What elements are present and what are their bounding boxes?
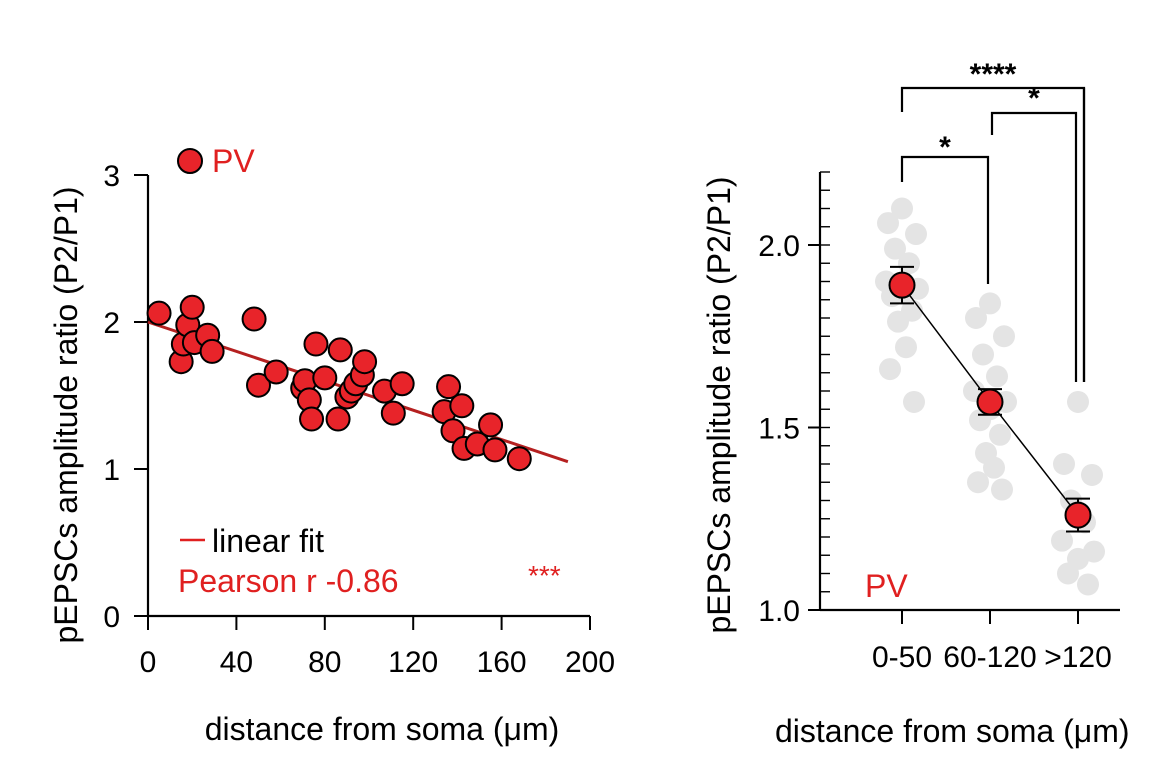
individual-point — [965, 307, 987, 329]
scatter-point — [312, 365, 338, 391]
individual-point — [884, 237, 906, 260]
individual-point — [895, 336, 917, 359]
significance-label: **** — [970, 58, 1017, 91]
summary-y-tick-label: 1.5 — [758, 413, 800, 446]
scatter-x-tick-label: 160 — [477, 646, 527, 679]
scatter-point — [246, 372, 271, 398]
significance-label: * — [939, 131, 951, 164]
summary-y-tick-label: 1.0 — [758, 595, 800, 628]
scatter-point — [146, 300, 172, 326]
scatter-point — [380, 400, 406, 426]
mean-marker — [976, 388, 1004, 416]
individual-point — [1081, 463, 1103, 486]
individual-point — [891, 197, 913, 220]
summary-axes: 1.0 1.5 2.0 0-50 60-120 >120 — [758, 171, 1120, 674]
significance-brackets: ****** — [900, 58, 1086, 382]
mean-marker — [1064, 501, 1092, 529]
individual-point — [993, 325, 1015, 348]
individual-point — [972, 343, 994, 366]
scatter-point — [325, 406, 351, 432]
pearson-label: Pearson r -0.86 — [178, 563, 399, 599]
scatter-point — [179, 294, 205, 320]
significance-bracket — [990, 111, 1078, 382]
scatter-point — [241, 306, 267, 332]
summary-panel-label: PV — [865, 568, 908, 604]
scatter-point — [263, 359, 289, 385]
scatter-panel: 0 1 2 3 0 40 80 120 160 200 PV linear fit Pearson… — [48, 143, 615, 747]
mean-marker — [888, 271, 916, 299]
individual-point — [1057, 562, 1079, 585]
individual-point — [879, 358, 901, 381]
legend-fit-label: linear fit — [212, 523, 324, 559]
summary-x-tick-label: 0-50 — [872, 641, 932, 674]
summary-y-tick-label: 2.0 — [758, 230, 800, 263]
scatter-y-tick-label: 3 — [103, 160, 120, 193]
scatter-point — [303, 331, 329, 357]
scatter-x-axis-title: distance from soma (μm) — [205, 711, 560, 747]
individual-point — [1053, 453, 1075, 475]
individual-point — [903, 390, 925, 413]
scatter-x-tick-label: 80 — [308, 646, 341, 679]
individual-point — [983, 456, 1005, 479]
summary-x-tick-label: 60-120 — [943, 641, 1036, 674]
mean-markers — [888, 265, 1092, 533]
summary-x-axis-title: distance from soma (μm) — [775, 713, 1130, 749]
legend-marker-label: PV — [212, 143, 255, 179]
summary-y-axis-title: pEPSCs amplitude ratio (P2/P1) — [701, 176, 737, 633]
legend-marker-icon — [177, 148, 203, 174]
scatter-y-axis-title: pEPSCs amplitude ratio (P2/P1) — [48, 186, 84, 643]
summary-x-tick-label: >120 — [1044, 641, 1112, 674]
individual-point — [1067, 390, 1089, 413]
scatter-point — [482, 437, 508, 463]
individual-point — [887, 310, 909, 333]
scatter-x-tick-label: 0 — [140, 646, 157, 679]
scatter-point — [199, 338, 225, 364]
scatter-x-tick-label: 200 — [565, 646, 615, 679]
scatter-points — [146, 294, 532, 472]
individual-point — [979, 292, 1001, 315]
significance-bracket — [900, 155, 990, 284]
scatter-axes: 0 1 2 3 0 40 80 120 160 200 — [103, 160, 615, 679]
individual-point — [986, 365, 1008, 388]
significance-label: * — [1028, 82, 1040, 115]
scatter-y-tick-label: 0 — [103, 601, 120, 634]
scatter-point — [436, 374, 462, 400]
scatter-point — [449, 393, 475, 419]
individual-point — [989, 423, 1011, 446]
summary-panel: 1.01.52.00-50 60-120 >120 ****** PV distan… — [701, 58, 1130, 749]
scatter-y-tick-label: 2 — [103, 307, 120, 340]
individual-point — [905, 223, 927, 246]
scatter-point — [299, 406, 325, 432]
individual-point — [877, 212, 899, 235]
scatter-point — [440, 418, 466, 444]
individual-point — [991, 478, 1013, 501]
individual-point — [898, 252, 920, 275]
scatter-point — [478, 412, 504, 438]
individual-point — [967, 471, 989, 494]
scatter-point — [327, 337, 353, 363]
scatter-x-tick-label: 40 — [220, 646, 253, 679]
significance-stars: *** — [528, 560, 561, 591]
scatter-point — [506, 446, 532, 472]
scatter-x-tick-label: 120 — [388, 646, 438, 679]
individual-point — [1077, 573, 1099, 596]
scatter-y-tick-label: 1 — [103, 454, 120, 487]
scatter-point — [389, 371, 415, 397]
individual-point — [1051, 529, 1073, 552]
scatter-point — [352, 349, 378, 375]
